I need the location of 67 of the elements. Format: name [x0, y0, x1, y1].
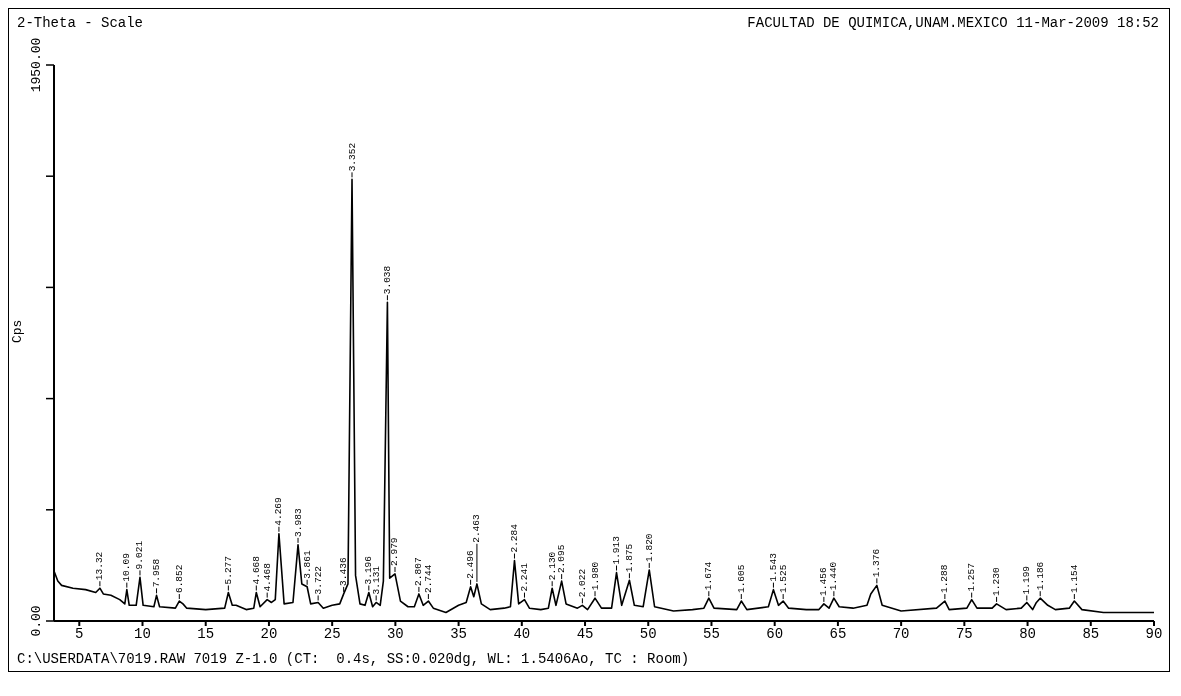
annotation: 3.722	[312, 565, 324, 595]
annotation: 4.269	[273, 496, 285, 526]
annotation: 3.131	[370, 565, 382, 595]
annotation: 1.199	[1021, 565, 1033, 595]
annotation: 1.154	[1068, 564, 1080, 594]
x-tick-label: 90	[1145, 625, 1163, 642]
chart-title: 2-Theta - Scale	[17, 15, 144, 31]
annotation: 2.979	[389, 537, 401, 566]
annotation: 2.022	[576, 568, 588, 598]
annotation: 1.525	[777, 564, 789, 594]
annotation: 6.852	[173, 564, 185, 594]
annotation: 2.807	[413, 557, 425, 586]
annotation: 3.352	[346, 142, 358, 172]
annotation: 3.861	[301, 549, 313, 579]
y-tick-label: 0.00	[29, 605, 44, 637]
annotation: 1.913	[611, 535, 623, 565]
x-tick-label: 50	[639, 625, 657, 642]
x-tick-label: 20	[260, 625, 278, 642]
annotation: 1.257	[966, 563, 978, 592]
x-tick-label: 80	[1019, 625, 1036, 642]
x-tick-label: 70	[892, 625, 910, 642]
annotation: 9.021	[134, 540, 146, 570]
annotation: 2.284	[508, 523, 520, 553]
chart-subtitle: FACULTAD DE QUIMICA,UNAM.MEXICO 11-Mar-2009 18:52	[747, 15, 1159, 31]
annotation: 1.605	[735, 564, 747, 594]
x-tick-label: 40	[513, 625, 531, 642]
annotation: 1.875	[623, 543, 635, 573]
x-tick-label: 25	[323, 625, 341, 642]
annotation: 1.288	[939, 564, 951, 594]
annotation: 13.32	[94, 551, 106, 581]
annotation: 2.463	[471, 513, 483, 543]
x-tick-label: 10	[134, 625, 151, 642]
x-tick-label: 5	[75, 625, 84, 642]
annotation: 4.468	[261, 562, 273, 592]
x-tick-label: 30	[386, 625, 404, 642]
annotation: 2.241	[518, 562, 530, 592]
annotation: 4.668	[250, 555, 262, 585]
annotation: 1.543	[767, 552, 779, 582]
annotation: 2.496	[465, 549, 477, 579]
text: C:\USERDATA\7019.RAW 7019 Z-1.0 (CT: 0.4s, SS:0.020dg, WL: 1.5406Ao, TC : Room)	[17, 651, 691, 667]
y-axis-title: Cps	[9, 319, 25, 343]
x-tick-label: 15	[197, 625, 215, 642]
annotation: 1.376	[871, 548, 883, 578]
x-tick-label: 75	[955, 625, 973, 642]
annotation: 1.230	[991, 567, 1003, 596]
annotation: 3.983	[292, 508, 304, 537]
x-tick-label: 85	[1082, 625, 1100, 642]
annotation: 1.820	[643, 533, 655, 562]
annotation: 1.980	[589, 561, 601, 591]
annotation: 5.277	[222, 555, 234, 585]
x-tick-label: 65	[829, 625, 847, 642]
y-tick-label: 1950.00	[29, 37, 44, 93]
annotation: 7.958	[151, 558, 163, 588]
annotation: 1.456	[818, 567, 830, 596]
annotation: 1.440	[828, 561, 840, 591]
annotation: 3.038	[381, 265, 393, 295]
annotation: 3.436	[338, 557, 350, 586]
annotation: 2.130	[546, 551, 558, 581]
annotation: 2.744	[422, 564, 434, 594]
annotation: 1.674	[703, 561, 715, 591]
x-tick-label: 60	[766, 625, 784, 642]
x-tick-label: 35	[450, 625, 467, 642]
annotation: 2.095	[556, 544, 568, 574]
annotation: 10.09	[121, 552, 133, 582]
annotation: 1.186	[1034, 561, 1046, 591]
x-tick-label: 55	[703, 625, 720, 642]
x-tick-label: 45	[576, 625, 594, 642]
